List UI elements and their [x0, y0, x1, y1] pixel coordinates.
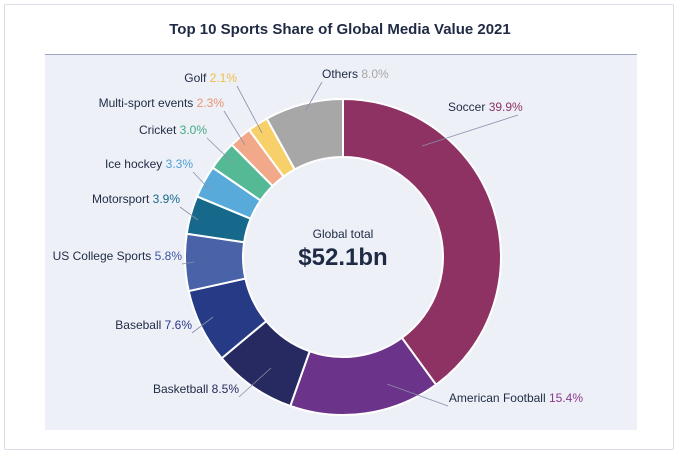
label-baseball: Baseball 7.6% — [115, 318, 192, 332]
label-name-others: Others — [322, 67, 361, 81]
title-divider — [45, 54, 637, 55]
slice-labels: Soccer 39.9% American Football 15.4% Baske… — [53, 67, 584, 405]
label-name-basketball: Basketball — [153, 382, 212, 396]
slice-soccer — [342, 97, 502, 387]
leader-line-ice-hockey — [192, 171, 211, 191]
label-value-american-football: 15.4% — [549, 391, 583, 405]
leader-lines — [179, 81, 519, 407]
label-value-basketball: 8.5% — [212, 382, 240, 396]
label-name-multi-sport-events: Multi-sport events — [99, 96, 197, 110]
donut-slices — [184, 97, 502, 416]
label-name-us-college-sports: US College Sports — [53, 249, 155, 263]
label-others: Others 8.0% — [322, 67, 389, 81]
label-value-motorsport: 3.9% — [153, 192, 181, 206]
label-value-us-college-sports: 5.8% — [155, 249, 183, 263]
center-caption: Global total — [313, 227, 374, 241]
leader-line-cricket — [206, 137, 233, 163]
label-us-college-sports: US College Sports 5.8% — [53, 249, 183, 263]
label-motorsport: Motorsport 3.9% — [92, 192, 180, 206]
label-value-baseball: 7.6% — [165, 318, 193, 332]
label-name-american-football: American Football — [449, 391, 549, 405]
label-ice-hockey: Ice hockey 3.3% — [105, 157, 193, 171]
label-value-ice-hockey: 3.3% — [166, 157, 194, 171]
label-name-ice-hockey: Ice hockey — [105, 157, 166, 171]
leader-line-us-college-sports — [181, 261, 195, 265]
leader-line-american-football — [386, 383, 449, 407]
leader-line-baseball — [191, 316, 214, 334]
leader-line-multi-sport-events — [223, 110, 246, 146]
center-value: $52.1bn — [298, 244, 387, 271]
leader-line-others — [305, 81, 323, 111]
slice-others — [265, 97, 344, 171]
leader-line-motorsport — [179, 206, 199, 221]
label-value-cricket: 3.0% — [180, 123, 208, 137]
label-value-golf: 2.1% — [210, 71, 238, 85]
label-cricket: Cricket 3.0% — [139, 123, 207, 137]
leader-line-soccer — [421, 114, 519, 147]
chart-title: Top 10 Sports Share of Global Media Valu… — [169, 21, 511, 38]
label-value-multi-sport-events: 2.3% — [197, 96, 225, 110]
label-golf: Golf 2.1% — [184, 71, 237, 85]
label-value-others: 8.0% — [361, 67, 389, 81]
label-name-cricket: Cricket — [139, 123, 180, 137]
leader-line-basketball — [238, 367, 272, 398]
label-soccer: Soccer 39.9% — [448, 100, 523, 114]
label-name-soccer: Soccer — [448, 100, 489, 114]
leader-line-golf — [236, 85, 263, 134]
label-american-football: American Football 15.4% — [449, 391, 583, 405]
label-value-soccer: 39.9% — [489, 100, 523, 114]
label-name-golf: Golf — [184, 71, 209, 85]
label-name-baseball: Baseball — [115, 318, 164, 332]
label-multi-sport-events: Multi-sport events 2.3% — [99, 96, 225, 110]
label-basketball: Basketball 8.5% — [153, 382, 239, 396]
label-name-motorsport: Motorsport — [92, 192, 153, 206]
